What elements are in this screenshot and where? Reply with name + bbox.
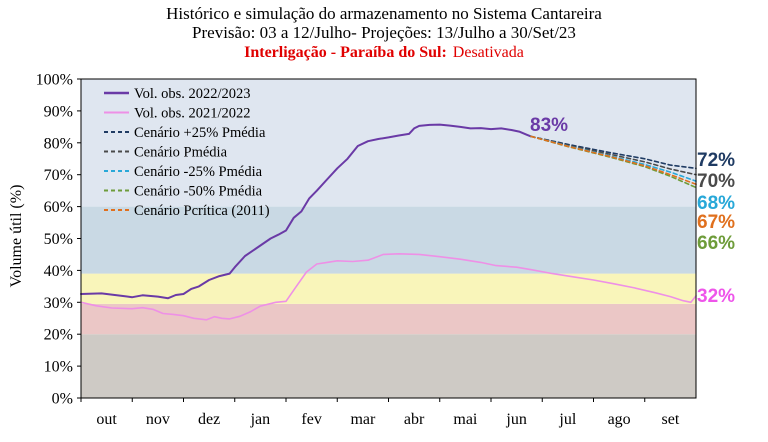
chart-title-line-2: Previsão: 03 a 12/Julho- Projeções: 13/J… bbox=[192, 23, 576, 42]
y-tick-label: 60% bbox=[44, 199, 73, 216]
x-tick-label: jan bbox=[250, 411, 271, 428]
end-value-label: 68% bbox=[697, 193, 735, 214]
storage-bands bbox=[81, 79, 696, 398]
plot-frame bbox=[80, 78, 697, 399]
end-value-label: 83% bbox=[530, 115, 568, 136]
band-2 bbox=[81, 273, 696, 304]
x-tick-label: dez bbox=[198, 411, 220, 428]
x-tick-label: mar bbox=[350, 411, 376, 428]
chart-title-line-1: Histórico e simulação do armazenamento n… bbox=[166, 4, 602, 23]
x-tick-label: out bbox=[96, 411, 117, 428]
x-tick-label: set bbox=[661, 411, 679, 428]
y-tick-label: 70% bbox=[44, 167, 73, 184]
y-tick-label: 80% bbox=[44, 135, 73, 152]
band-0 bbox=[81, 334, 696, 398]
y-tick-label: 30% bbox=[44, 295, 73, 312]
legend-label: Cenário -50% Pmédia bbox=[134, 184, 263, 200]
end-value-label: 67% bbox=[697, 212, 735, 233]
x-tick-label: jul bbox=[558, 411, 576, 428]
subtitle-status: Desativada bbox=[453, 44, 524, 61]
series-line-2 bbox=[530, 135, 697, 170]
band-3 bbox=[81, 206, 696, 274]
series-line-1 bbox=[80, 253, 697, 321]
x-tick-label: abr bbox=[404, 411, 425, 428]
chart-subtitle: Interligação - Paraíba do Sul: Desativada bbox=[244, 44, 524, 61]
band-4 bbox=[81, 79, 696, 207]
x-tick-label: mai bbox=[453, 411, 478, 428]
band-1 bbox=[81, 303, 696, 335]
end-value-label: 66% bbox=[697, 233, 735, 254]
end-value-label: 70% bbox=[697, 171, 735, 192]
y-tick-label: 40% bbox=[44, 263, 73, 280]
end-value-label: 32% bbox=[697, 286, 735, 307]
series-line-6 bbox=[530, 135, 697, 186]
legend: Vol. obs. 2022/2023 Vol. obs. 2021/2022 Ce… bbox=[104, 86, 270, 219]
x-axis-ticks: out nov dez jan fev mar abr mai jun jul ago set bbox=[80, 398, 680, 428]
y-axis-label: Volume útil (%) bbox=[8, 185, 25, 288]
y-tick-label: 20% bbox=[44, 327, 73, 344]
x-tick-label: jun bbox=[505, 411, 526, 428]
end-value-label: 72% bbox=[697, 150, 735, 171]
series-lines bbox=[80, 123, 697, 321]
y-tick-label: 10% bbox=[44, 359, 73, 376]
y-tick-label: 100% bbox=[36, 72, 73, 89]
legend-label: Cenário -25% Pmédia bbox=[134, 164, 263, 180]
legend-label: Vol. obs. 2022/2023 bbox=[134, 86, 251, 102]
subtitle-label: Interligação - Paraíba do Sul: bbox=[244, 44, 447, 61]
end-value-labels: 83% 72%70%68%67%66% 32% bbox=[530, 115, 735, 307]
y-tick-label: 0% bbox=[52, 391, 73, 408]
x-tick-label: nov bbox=[146, 411, 170, 428]
series-line-0 bbox=[80, 123, 532, 300]
y-tick-label: 90% bbox=[44, 103, 73, 120]
x-tick-label: fev bbox=[301, 411, 321, 428]
y-axis-ticks: 0% 10% 20% 30% 40% 50% 60% 70% 80% 90% 100% bbox=[36, 72, 81, 408]
legend-label: Vol. obs. 2021/2022 bbox=[134, 106, 251, 122]
x-tick-label: ago bbox=[608, 411, 631, 428]
legend-label: Cenário Pcrítica (2011) bbox=[134, 203, 270, 219]
legend-label: Cenário +25% Pmédia bbox=[134, 125, 266, 141]
y-tick-label: 50% bbox=[44, 231, 73, 248]
legend-label: Cenário Pmédia bbox=[134, 145, 228, 161]
